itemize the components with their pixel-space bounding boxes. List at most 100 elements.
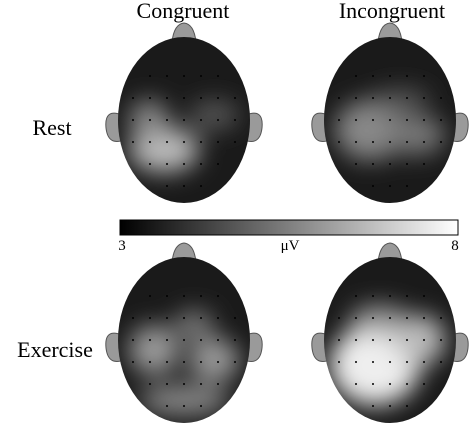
electrode xyxy=(389,405,391,407)
electrode xyxy=(166,295,168,297)
electrode xyxy=(406,119,408,121)
electrode xyxy=(149,75,151,77)
electrode xyxy=(355,163,357,165)
electrode xyxy=(217,163,219,165)
colorbar xyxy=(119,219,459,236)
electrode xyxy=(183,383,185,385)
row-label: Rest xyxy=(32,115,71,140)
electrode xyxy=(217,339,219,341)
electrode xyxy=(372,97,374,99)
electrode xyxy=(389,163,391,165)
electrode xyxy=(423,97,425,99)
electrode xyxy=(166,185,168,187)
electrode xyxy=(372,361,374,363)
electrode xyxy=(423,361,425,363)
electrode xyxy=(183,405,185,407)
electrode xyxy=(372,295,374,297)
colorbar-unit: μV xyxy=(281,238,300,254)
electrode xyxy=(200,361,202,363)
electrode xyxy=(234,361,236,363)
electrode xyxy=(200,317,202,319)
electrode xyxy=(234,317,236,319)
electrode xyxy=(183,97,185,99)
electrode xyxy=(166,339,168,341)
electrode xyxy=(132,97,134,99)
electrode xyxy=(372,383,374,385)
electrode xyxy=(440,141,442,143)
topomap xyxy=(311,242,469,424)
electrode xyxy=(355,361,357,363)
electrode xyxy=(355,119,357,121)
electrode xyxy=(355,383,357,385)
topomap xyxy=(311,22,469,204)
electrode xyxy=(217,317,219,319)
electrode xyxy=(355,141,357,143)
electrode xyxy=(217,75,219,77)
electrode xyxy=(200,141,202,143)
electrode xyxy=(372,317,374,319)
electrode xyxy=(234,339,236,341)
electrode xyxy=(234,97,236,99)
electrode xyxy=(217,97,219,99)
electrode xyxy=(200,295,202,297)
electrode xyxy=(389,295,391,297)
electrode xyxy=(423,141,425,143)
electrode xyxy=(423,75,425,77)
electrode xyxy=(406,163,408,165)
column-title: Congruent xyxy=(137,0,230,23)
electrode xyxy=(200,405,202,407)
electrode xyxy=(183,119,185,121)
electrode xyxy=(389,141,391,143)
electrode xyxy=(149,119,151,121)
electrode xyxy=(389,339,391,341)
electrode xyxy=(200,185,202,187)
electrode xyxy=(406,383,408,385)
electrode xyxy=(149,317,151,319)
electrode xyxy=(389,119,391,121)
topomap xyxy=(105,22,263,204)
electrode xyxy=(183,185,185,187)
electrode xyxy=(372,185,374,187)
electrode xyxy=(355,317,357,319)
electrode xyxy=(389,317,391,319)
electrode xyxy=(217,361,219,363)
electrode xyxy=(149,163,151,165)
electrode xyxy=(406,97,408,99)
electrode xyxy=(234,141,236,143)
electrode xyxy=(166,119,168,121)
electrode xyxy=(406,295,408,297)
electrode xyxy=(423,163,425,165)
electrode xyxy=(406,317,408,319)
electrode xyxy=(200,75,202,77)
electrode xyxy=(166,97,168,99)
electrode xyxy=(166,163,168,165)
electrode xyxy=(132,361,134,363)
electrode xyxy=(389,75,391,77)
electrode xyxy=(423,295,425,297)
electrode xyxy=(406,185,408,187)
electrode xyxy=(200,383,202,385)
electrode xyxy=(166,317,168,319)
electrode xyxy=(338,119,340,121)
colorbar-min: 3 xyxy=(118,238,126,254)
electrode xyxy=(200,163,202,165)
electrode xyxy=(149,295,151,297)
electrode xyxy=(406,405,408,407)
electrode xyxy=(217,141,219,143)
electrode xyxy=(149,339,151,341)
row-label: Exercise xyxy=(17,337,93,362)
electrode xyxy=(338,141,340,143)
electrode xyxy=(200,97,202,99)
electrode xyxy=(183,295,185,297)
electrode xyxy=(372,141,374,143)
electrode xyxy=(166,361,168,363)
electrode xyxy=(234,119,236,121)
electrode xyxy=(355,97,357,99)
electrode xyxy=(132,119,134,121)
electrode xyxy=(440,361,442,363)
electrode xyxy=(440,339,442,341)
column-title: Incongruent xyxy=(339,0,445,23)
electrode xyxy=(372,405,374,407)
electrode xyxy=(166,383,168,385)
electrode xyxy=(166,405,168,407)
